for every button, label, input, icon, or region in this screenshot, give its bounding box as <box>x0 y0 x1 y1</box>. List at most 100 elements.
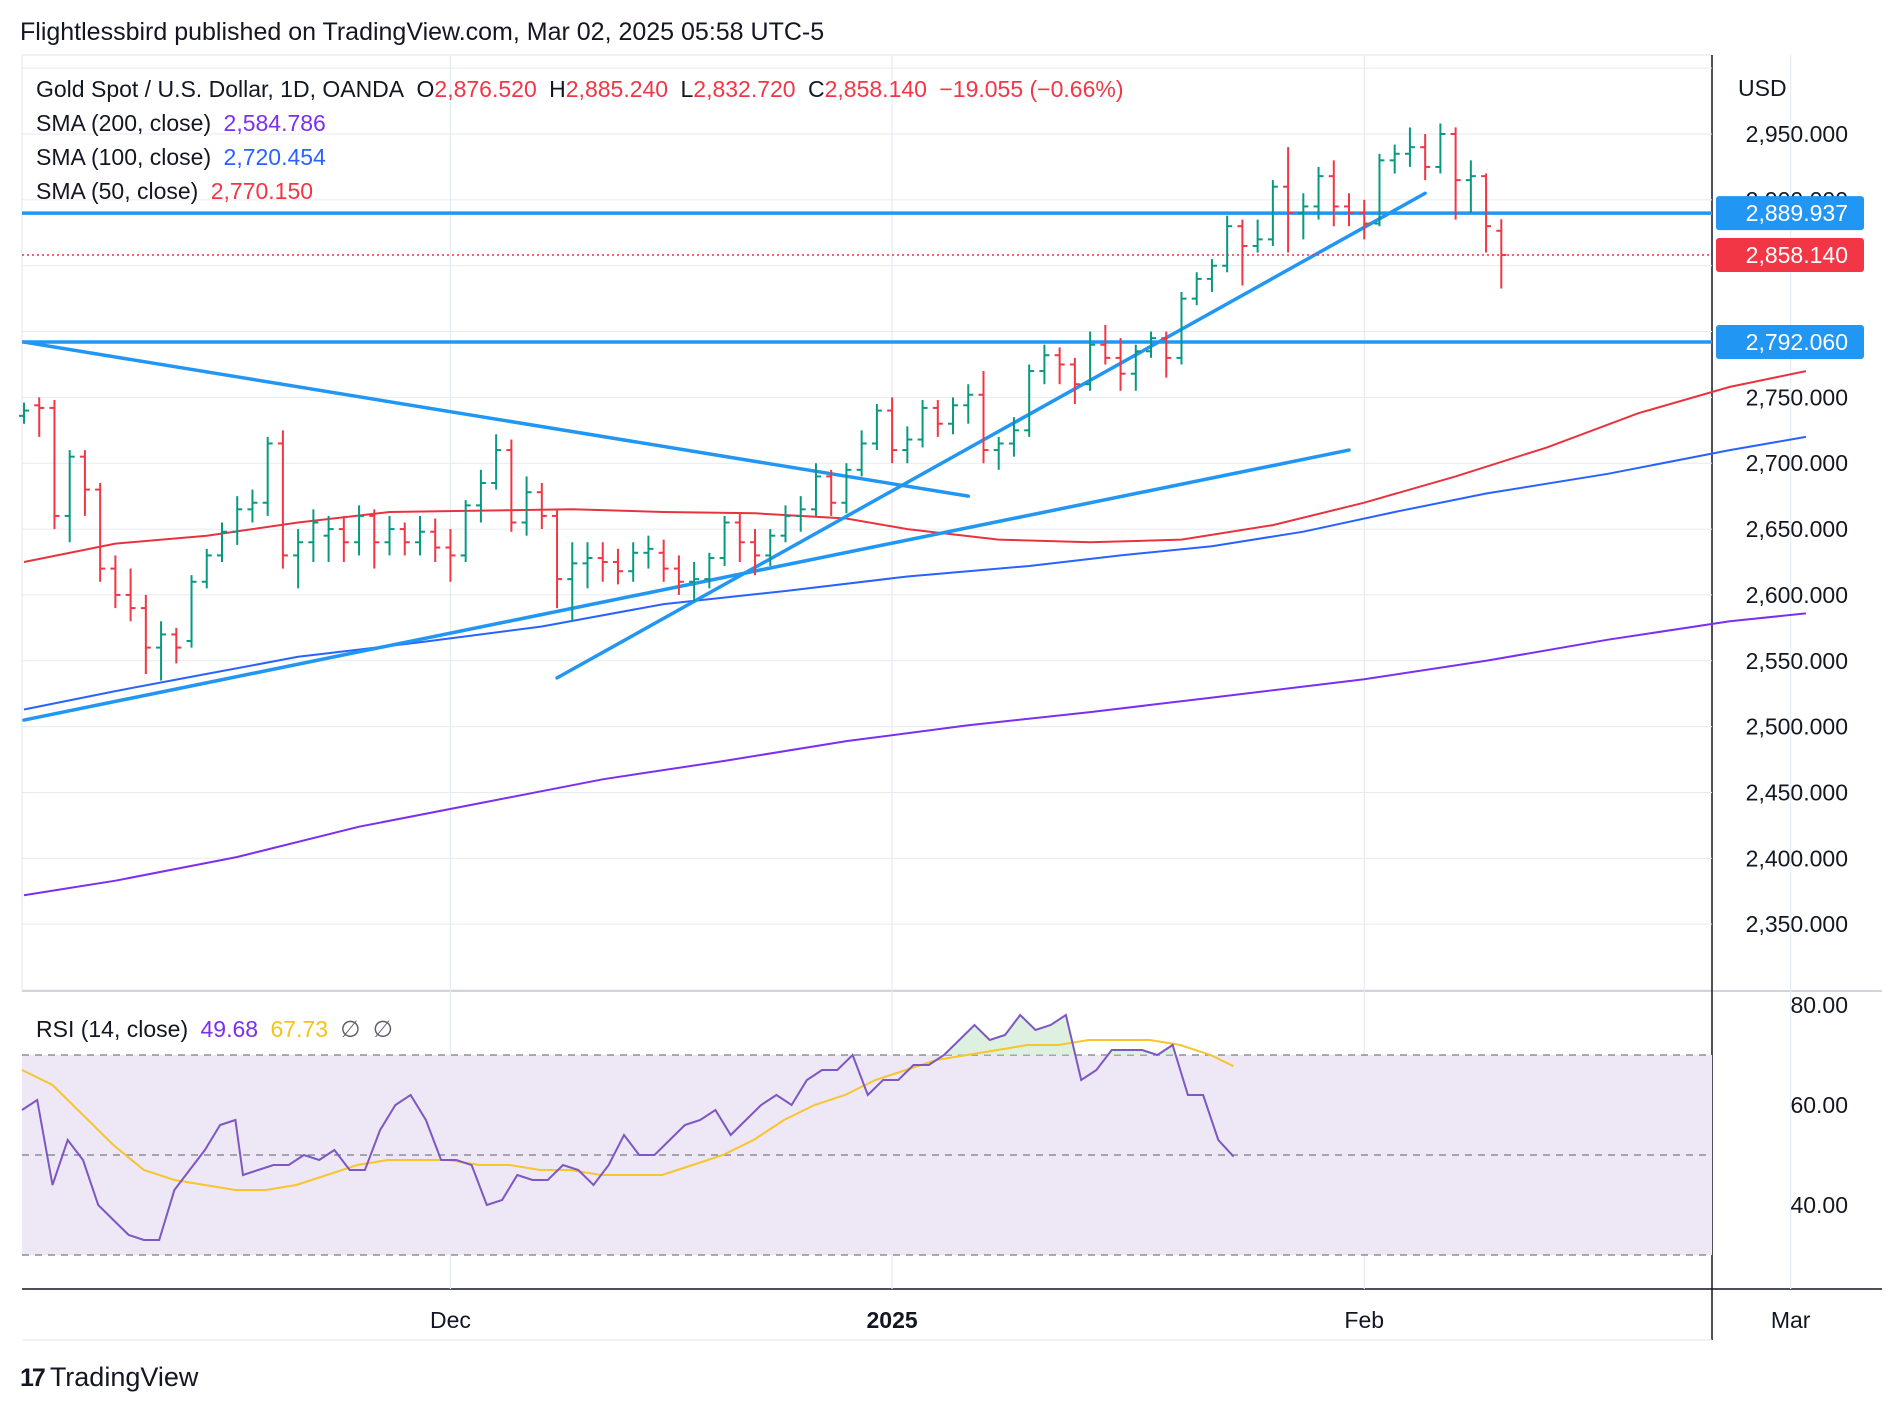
price-tick-label: 2,350.000 <box>1746 911 1848 937</box>
rsi-label: RSI (14, close) <box>36 1016 189 1042</box>
ohlc-bar <box>49 400 60 530</box>
ohlc-bar <box>917 400 928 448</box>
ohlc-bar <box>1267 180 1278 246</box>
rsi-legend[interactable]: RSI (14, close) 49.68 67.73 ∅ ∅ <box>36 1016 399 1043</box>
ohlc-bar <box>1206 259 1217 293</box>
ohlc-bar <box>1191 272 1202 306</box>
ohlc-bar <box>1481 173 1492 253</box>
ohlc-bar <box>491 434 502 490</box>
ohlc-bar <box>963 384 974 424</box>
descending-trendline <box>22 340 971 498</box>
ohlc-bar <box>887 397 898 464</box>
currency-label[interactable]: USD <box>1738 75 1787 101</box>
price-badge <box>1716 237 1864 272</box>
price-badge <box>1716 325 1864 360</box>
ohlc-bar <box>1420 134 1431 181</box>
ohlc-bar <box>856 430 867 477</box>
ohlc-bar <box>1404 127 1415 167</box>
ascending-trendline-long <box>22 448 1351 722</box>
rsi-ma-line <box>21 1039 1235 1191</box>
ohlc-bar <box>506 439 517 532</box>
footer-brand[interactable]: 17 TradingView <box>20 1362 198 1393</box>
published-header: Flightlessbird published on TradingView.… <box>20 18 825 46</box>
price-badge-label: 2,792.060 <box>1746 329 1848 355</box>
ohlc-bar <box>1496 219 1507 289</box>
ohlc-bar <box>125 568 136 622</box>
price-tick-label: 2,750.000 <box>1746 384 1848 410</box>
ohlc-bar <box>719 515 730 566</box>
time-axis-label: 2025 <box>867 1307 918 1333</box>
ohlc-bar <box>460 500 471 563</box>
ohlc-bar <box>1252 219 1263 253</box>
ohlc-bar <box>1298 193 1309 240</box>
sma50-legend[interactable]: SMA (50, close) 2,770.150 <box>36 178 319 205</box>
ohlc-bar <box>1008 417 1019 457</box>
ohlc-bar <box>871 403 882 451</box>
sma200-legend[interactable]: SMA (200, close) 2,584.786 <box>36 110 332 137</box>
ohlc-bar <box>323 515 334 563</box>
symbol-name: Gold Spot / U.S. Dollar, 1D, OANDA <box>36 76 405 102</box>
ohlc-bar <box>414 515 425 556</box>
rsi-tick-label: 80.00 <box>1790 992 1848 1018</box>
ohlc-bar <box>1146 331 1157 358</box>
rsi-extra-1: ∅ <box>340 1016 361 1042</box>
ohlc-bar <box>1161 331 1172 378</box>
price-tick-label: 2,600.000 <box>1746 582 1848 608</box>
symbol-legend[interactable]: Gold Spot / U.S. Dollar, 1D, OANDA O2,87… <box>36 76 1129 103</box>
ohlc-bar <box>536 482 547 530</box>
rsi-line <box>21 1013 1235 1241</box>
ohlc-bar <box>338 515 349 563</box>
low-value: 2,832.720 <box>693 76 796 102</box>
ohlc-bar <box>521 476 532 536</box>
ohlc-bar <box>780 505 791 543</box>
rsi-tick-label: 60.00 <box>1790 1092 1848 1118</box>
sma200-line <box>23 612 1807 897</box>
ohlc-bar <box>247 489 258 523</box>
ohlc-bar <box>612 548 623 585</box>
open-label: O <box>416 76 435 102</box>
ohlc-bar <box>1130 344 1141 391</box>
ohlc-bar <box>354 505 365 556</box>
ohlc-bar <box>765 529 776 566</box>
ohlc-bar <box>308 509 319 563</box>
ohlc-bar <box>19 402 29 424</box>
ohlc-bar <box>1039 344 1050 385</box>
ohlc-bar <box>628 542 639 582</box>
ohlc-bar <box>277 430 288 569</box>
ohlc-bar <box>399 522 410 556</box>
rsi-ma-value: 67.73 <box>270 1016 329 1042</box>
ohlc-bar <box>156 621 167 681</box>
ohlc-bar <box>1283 147 1294 253</box>
ohlc-bar <box>810 463 821 516</box>
ohlc-bar <box>293 529 304 589</box>
sma100-value: 2,720.454 <box>223 144 326 170</box>
price-badge <box>1716 196 1864 231</box>
ohlc-bar <box>384 515 395 556</box>
price-badge-label: 2,858.140 <box>1746 242 1848 268</box>
ohlc-bar <box>1024 364 1035 437</box>
ohlc-bar <box>369 509 380 569</box>
ohlc-bar <box>430 518 441 563</box>
price-tick-label: 2,700.000 <box>1746 450 1848 476</box>
price-tick-label: 2,450.000 <box>1746 779 1848 805</box>
sma100-legend[interactable]: SMA (100, close) 2,720.454 <box>36 144 332 171</box>
close-label: C <box>808 76 825 102</box>
ohlc-bar <box>1222 215 1233 273</box>
ohlc-bar <box>1465 160 1476 214</box>
ohlc-bar <box>1237 219 1248 286</box>
ohlc-bar <box>567 542 578 622</box>
price-tick-label: 2,400.000 <box>1746 845 1848 871</box>
ohlc-bar <box>171 627 182 664</box>
ohlc-bar <box>262 436 273 516</box>
ohlc-bar <box>1374 153 1385 227</box>
ohlc-bar <box>841 463 852 514</box>
low-label: L <box>680 76 694 102</box>
ohlc-bar <box>475 469 486 523</box>
ohlc-bar <box>582 542 593 589</box>
brand-name: TradingView <box>49 1362 199 1392</box>
sma200-value: 2,584.786 <box>223 110 326 136</box>
high-label: H <box>549 76 566 102</box>
ohlc-bar <box>948 397 959 435</box>
ohlc-bar <box>704 552 715 589</box>
